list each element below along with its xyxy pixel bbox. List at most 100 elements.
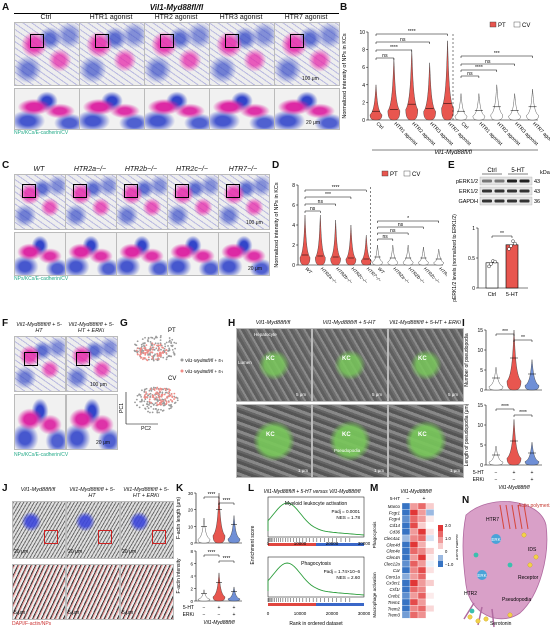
panel-g-point	[144, 393, 147, 396]
panel-k-bottom-ytick-label: 2	[190, 587, 193, 592]
panel-i-top-ytick-label: 0	[480, 388, 483, 394]
panel-g-point	[142, 404, 145, 407]
panel-g-point	[151, 351, 154, 354]
panel-k-bottom-ytick-label: 0	[190, 599, 193, 604]
panel-e-band	[494, 199, 505, 203]
panel-g-point	[135, 398, 138, 401]
panel-g-point	[161, 398, 164, 401]
panel-g-point	[141, 345, 143, 348]
panel-b-sig-bracket	[460, 55, 533, 58]
panel-b-violin	[387, 58, 401, 121]
panel-g-point	[169, 394, 172, 397]
panel-g-point	[170, 344, 173, 347]
panel-c-col-title: WT	[33, 166, 45, 173]
panel-m-group2: Macrophage activation	[372, 572, 377, 618]
panel-n-particle	[521, 532, 527, 538]
panel-m-cell	[417, 573, 427, 580]
panel-g-point	[162, 352, 164, 355]
panel-n-particle	[483, 616, 489, 622]
panel-e-blot-row	[479, 176, 533, 186]
panel-h-col-title: Vil1-Myd88fl/fl + 5-HT + ERKi	[389, 320, 461, 326]
panel-n-diagram: Actin polymerization HTR7 ERK ERK HTR2 IDS Rec…	[462, 501, 550, 628]
panel-g-point	[138, 393, 140, 396]
panel-label-h: H	[228, 318, 236, 329]
panel-j-col-title: Vil1-Myd88fl/fl	[20, 487, 56, 493]
panel-g-point	[139, 354, 141, 357]
panel-i-top-sig-label: **	[521, 335, 525, 341]
panel-g-point	[145, 391, 147, 394]
panel-b-sig-label: ****	[408, 29, 416, 35]
panel-m-scale-swatch	[438, 543, 443, 549]
panel-b-ytick-label: 0	[362, 118, 365, 124]
panel-g-point	[156, 386, 159, 389]
panel-k-top-ytick-label: 20	[188, 508, 194, 513]
panel-a-image-top	[144, 22, 210, 86]
panel-k-bottom-ytick-label: 8	[190, 549, 193, 554]
panel-g-point	[134, 401, 136, 404]
panel-m-cell	[401, 528, 411, 536]
panel-g-point	[156, 411, 159, 414]
panel-g-cv: CV	[168, 376, 176, 382]
panel-g-point	[140, 356, 143, 359]
panel-e-sig-bracket	[491, 235, 513, 238]
panel-g-point	[158, 388, 160, 391]
panel-n-actin-filament	[511, 504, 517, 530]
panel-l-top-nes: NES = 1.78	[336, 515, 360, 520]
panel-d-violin	[330, 219, 341, 266]
panel-m-scale-tick: 2.0	[445, 523, 451, 528]
panel-g-point	[168, 407, 171, 410]
panel-j-scale-bottom: 5 μm	[68, 610, 80, 616]
panel-g-point	[159, 339, 162, 342]
panel-m-cell	[401, 573, 411, 580]
panel-g-point	[152, 404, 155, 406]
panel-b-ytick-label: 10	[359, 30, 365, 36]
panel-m-cell	[409, 598, 419, 606]
panel-g-point	[167, 392, 170, 395]
panel-i-bottom-sig-label: ****	[519, 410, 527, 416]
panel-g-point	[140, 395, 143, 398]
panel-b-sig-bracket	[460, 75, 480, 78]
panel-h-scale-bottom: 1 μm	[374, 468, 385, 473]
panel-n-actin-filament	[523, 504, 529, 530]
panel-m-cell	[409, 560, 419, 568]
panel-g-point	[150, 389, 153, 392]
panel-f-image-top	[66, 336, 118, 392]
panel-m-scale-swatch	[438, 531, 443, 537]
panel-j-col-title: Vil1-Myd88fl/fl + 5-HT + ERKi	[123, 487, 169, 499]
panel-k-top-sig-label: ****	[223, 498, 231, 504]
panel-b-violin	[441, 40, 454, 121]
panel-g-point	[141, 338, 144, 341]
panel-l-top-padj: Padj = 0.0001	[332, 509, 361, 514]
panel-i-bottom-violin	[506, 419, 522, 466]
panel-b-sig-bracket	[375, 49, 413, 52]
panel-g-point	[144, 349, 147, 352]
panel-m-cell	[425, 534, 435, 542]
panel-d-violin	[361, 234, 372, 266]
panel-c-zoom-box	[73, 184, 87, 198]
panel-m-cell	[401, 605, 411, 612]
panel-m-gene: Cx3cr1	[386, 581, 400, 586]
panel-m-cell	[409, 522, 419, 529]
panel-m-gene: Trem1	[388, 600, 401, 605]
panel-e-ytick-label: 1	[472, 226, 475, 232]
panel-g-point	[147, 356, 150, 359]
panel-g-point	[162, 404, 165, 407]
panel-d-violin	[299, 214, 311, 266]
panel-g-point	[140, 348, 142, 350]
panel-m-gene: Trem3	[388, 613, 401, 618]
panel-m-gene: Cd14	[390, 523, 401, 528]
panel-g-point	[146, 405, 149, 408]
panel-m-cell	[409, 541, 419, 548]
panel-g-point	[159, 402, 162, 405]
panel-g-point	[173, 341, 176, 344]
panel-k-bottom-violin	[212, 572, 226, 602]
panel-m-cell	[409, 502, 419, 510]
panel-m-cell	[401, 611, 411, 619]
panel-g-point	[161, 391, 164, 394]
panel-g-point	[151, 342, 154, 345]
panel-a-zoom-box	[160, 34, 174, 48]
panel-i-bottom-violin	[488, 445, 504, 466]
panel-m-cell	[417, 502, 427, 510]
panel-g-point	[154, 353, 156, 356]
panel-g-point	[152, 354, 155, 357]
